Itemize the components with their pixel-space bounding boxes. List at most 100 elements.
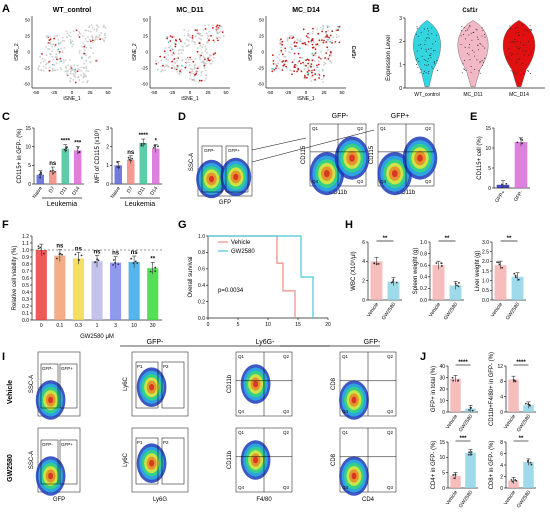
data-point xyxy=(452,474,455,476)
violin-point xyxy=(523,54,525,56)
violin-point xyxy=(419,72,421,74)
violin-point xyxy=(518,57,520,59)
i-header-3: GFP- xyxy=(364,339,381,346)
tsne-cell xyxy=(87,70,90,73)
tsne-cell xyxy=(164,52,167,55)
tsne-cell xyxy=(163,65,166,68)
data-point xyxy=(149,270,152,273)
violin-point xyxy=(418,60,420,62)
violin-point xyxy=(510,41,512,43)
data-point xyxy=(468,451,471,454)
tsne-cell xyxy=(285,59,288,62)
tsne-cell xyxy=(59,42,62,44)
tsne-cell xyxy=(176,60,178,62)
category-label: 0.1 xyxy=(56,323,63,329)
violin-point xyxy=(463,68,465,70)
tsne-cell xyxy=(316,66,319,69)
quadrant-label: Q2 xyxy=(425,126,432,131)
violin-point xyxy=(431,66,433,68)
tsne-cell xyxy=(171,60,174,63)
x-tick-label: 5 xyxy=(237,322,240,328)
tsne-cell xyxy=(78,49,81,52)
tsne-cell xyxy=(283,62,286,65)
data-point xyxy=(512,379,515,381)
violin-point xyxy=(469,43,471,45)
tsne-cell xyxy=(97,26,100,28)
violin-point xyxy=(509,25,511,27)
tsne-cell xyxy=(60,47,63,50)
y-axis-label: CD4+ in GFP- (%) xyxy=(431,441,437,490)
tsne-cell xyxy=(221,31,224,34)
tsne-cell xyxy=(190,78,193,81)
tsne-cell xyxy=(84,44,87,47)
violin-point xyxy=(428,71,430,72)
tsne-cell xyxy=(222,35,225,37)
tsne-cell xyxy=(45,67,47,69)
tsne-cell xyxy=(199,58,201,61)
tsne-cell xyxy=(101,37,104,40)
data-point xyxy=(373,262,376,265)
tsne-cell xyxy=(298,60,301,63)
data-point xyxy=(65,147,68,149)
tsne-cell xyxy=(324,62,327,65)
tsne-cell xyxy=(92,52,95,54)
data-point xyxy=(530,463,533,466)
data-point xyxy=(528,403,531,406)
y-tick-label: 20 xyxy=(439,387,445,393)
tsne-cell xyxy=(82,47,85,49)
violin-point xyxy=(424,64,426,66)
tsne-cell xyxy=(44,58,46,61)
y-tick-label: 0 xyxy=(500,486,503,492)
tsne-cell xyxy=(318,44,320,47)
data-point xyxy=(49,170,52,172)
violin-point xyxy=(425,49,427,51)
tsne-cell xyxy=(63,61,65,63)
tsne-cell xyxy=(74,68,77,71)
tsne-cell xyxy=(80,70,83,72)
y-axis-label: tSNE_2 xyxy=(14,43,20,60)
tsne-cell xyxy=(180,52,183,54)
tsne-cell xyxy=(187,56,190,59)
tsne-cell xyxy=(57,42,60,45)
tsne-cell xyxy=(326,34,328,36)
y-axis-label: CD8 xyxy=(331,453,337,466)
data-point xyxy=(132,262,135,265)
y-tick-label: -25 xyxy=(141,66,148,71)
tsne-cell xyxy=(55,53,58,56)
tsne-cell xyxy=(56,34,59,37)
violin-point xyxy=(480,43,482,45)
data-point xyxy=(524,402,527,405)
tsne-cell xyxy=(42,65,45,68)
y-tick-label: 8 xyxy=(500,440,503,446)
tsne-cell xyxy=(192,79,195,82)
tsne-cell xyxy=(218,24,221,27)
violin-point xyxy=(530,51,532,53)
tsne-cell xyxy=(59,67,62,69)
bar xyxy=(450,475,461,488)
y-axis-label: WBC (X10⁹/μl) xyxy=(350,251,357,290)
tsne-cell xyxy=(67,64,70,66)
tsne-cell xyxy=(173,35,176,38)
tsne-cell xyxy=(49,35,52,38)
y-tick-label: 1.2 xyxy=(22,234,29,240)
violin-ylabel: Expression Level xyxy=(386,35,392,81)
data-point xyxy=(80,254,83,257)
tsne-cell xyxy=(328,56,330,58)
tsne-cell xyxy=(60,68,63,71)
tsne-cell xyxy=(77,67,79,70)
violin-point xyxy=(427,37,429,39)
y-tick-label: 0 xyxy=(488,186,491,192)
tsne-cell xyxy=(286,36,289,39)
y-axis-label: CD11b+F4/80+ in GFP- (%) xyxy=(489,352,495,426)
quadrant-label: Q4 xyxy=(342,485,349,490)
panel-f: F 0.00.10.20.30.40.50.60.70.80.91.01.11.… xyxy=(2,219,162,340)
quadrant-label: Q1 xyxy=(342,430,349,435)
significance-label: **** xyxy=(61,139,71,145)
tsne-cell xyxy=(311,32,314,35)
tsne-cell xyxy=(176,71,179,73)
h-subchart: 0 2 4 6 WBC (X10⁹/μl) Vehicle GW2580 ** xyxy=(350,236,402,321)
tsne-cell xyxy=(99,38,102,41)
data-point xyxy=(470,453,473,456)
violin-point xyxy=(428,30,429,32)
